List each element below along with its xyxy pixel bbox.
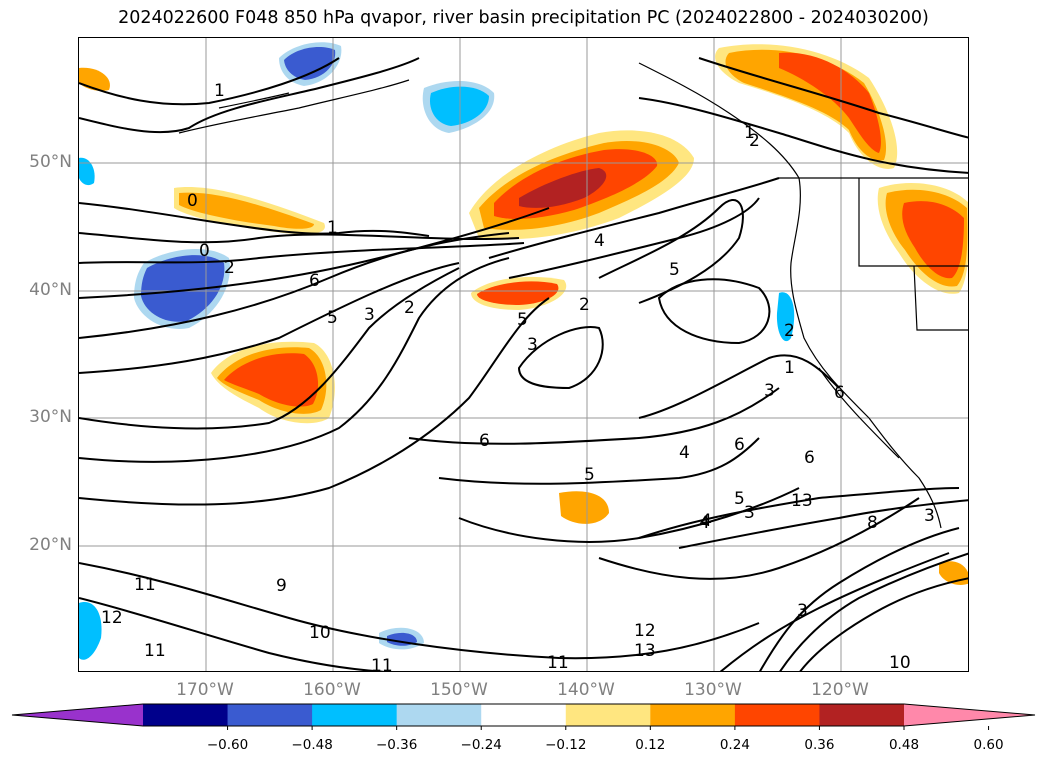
lon-label-130w: 130°W — [684, 680, 742, 700]
contour-label: 1 — [784, 358, 795, 378]
colorbar-cell — [819, 704, 905, 726]
shading-layer — [79, 42, 968, 660]
contour-label: 3 — [924, 506, 935, 526]
colorbar-tick-label: −0.24 — [460, 737, 502, 753]
colorbar-cell — [396, 704, 482, 726]
lon-label-120w: 120°W — [811, 680, 869, 700]
contour-label: 3 — [527, 335, 538, 355]
contour-label: 10 — [889, 653, 911, 672]
colorbar — [11, 703, 1036, 730]
lon-label-150w: 150°W — [430, 680, 488, 700]
coastline — [178, 62, 968, 529]
colorbar-cell — [143, 704, 229, 726]
qvapor-contours — [79, 57, 968, 671]
colorbar-cell — [481, 704, 567, 726]
contour-label: 12 — [634, 621, 656, 641]
lat-label-30n: 30°N — [29, 407, 72, 427]
colorbar-cell — [565, 704, 651, 726]
map-title: 2024022600 F048 850 hPa qvapor, river ba… — [118, 8, 929, 28]
colorbar-tick-label: −0.60 — [206, 737, 249, 753]
lat-label-40n: 40°N — [29, 280, 72, 300]
contour-label: 2 — [579, 295, 590, 315]
map-canvas: 0 1 0 1 2 4 5 4 2 6 1 2 5 3 2 5 3 6 1 3 … — [79, 38, 968, 672]
contour-label: 4 — [699, 513, 710, 533]
colorbar-tick-label: 0.36 — [804, 737, 835, 753]
contour-label: 1 — [744, 123, 755, 143]
colorbar-tick-label: 0.12 — [635, 737, 666, 753]
contour-label: 2 — [749, 131, 760, 151]
contour-label: 4 — [679, 443, 690, 463]
contour-label: 6 — [834, 383, 845, 403]
contour-label: 6 — [804, 448, 815, 468]
contour-label: 2 — [224, 258, 235, 278]
contour-label: 11 — [371, 656, 393, 672]
contour-label: 11 — [134, 575, 156, 595]
contour-label: 4 — [701, 511, 712, 531]
contour-label: 2 — [404, 298, 415, 318]
contour-label: 1 — [327, 218, 338, 238]
contour-label: 3 — [797, 601, 808, 621]
colorbar-tick-label: −0.12 — [545, 737, 587, 753]
lat-label-20n: 20°N — [29, 535, 72, 555]
contour-label: 5 — [327, 308, 338, 328]
colorbar-tick-label: −0.36 — [375, 737, 418, 753]
lon-label-170w: 170°W — [176, 680, 234, 700]
contour-label: 4 — [594, 231, 605, 251]
contour-label: 12 — [101, 608, 123, 628]
lon-label-140w: 140°W — [557, 680, 615, 700]
map-panel: 0 1 0 1 2 4 5 4 2 6 1 2 5 3 2 5 3 6 1 3 … — [78, 37, 969, 672]
colorbar-cell — [650, 704, 736, 726]
colorbar-extend-high — [904, 704, 1035, 726]
contour-label: 11 — [144, 641, 166, 661]
contour-label: 5 — [517, 310, 528, 330]
lon-label-160w: 160°W — [303, 680, 361, 700]
contour-label: 0 — [199, 241, 210, 261]
contour-label: 10 — [309, 623, 331, 643]
contour-label: 11 — [547, 653, 569, 672]
colorbar-cell — [227, 704, 313, 726]
colorbar-extend-low — [12, 704, 143, 726]
contour-label: 5 — [584, 465, 595, 485]
colorbar-cell — [734, 704, 820, 726]
contour-label: 1 — [214, 81, 225, 101]
colorbar-tick-label: 0.48 — [888, 737, 920, 753]
contour-label-layer: 0 1 0 1 2 4 5 4 2 6 1 2 5 3 2 5 3 6 1 3 … — [101, 81, 935, 672]
lat-label-50n: 50°N — [29, 152, 72, 172]
contour-label: 9 — [276, 576, 287, 596]
contour-label: 2 — [784, 321, 795, 341]
contour-label: 13 — [791, 491, 813, 511]
contour-label: 3 — [744, 503, 755, 523]
colorbar-tick-label: 0.24 — [719, 737, 750, 753]
contour-label: 5 — [669, 260, 680, 280]
colorbar-tick-label: 0.60 — [973, 737, 1004, 753]
contour-label: 0 — [187, 191, 198, 211]
colorbar-tick-label: −0.48 — [291, 737, 333, 753]
colorbar-cell — [312, 704, 398, 726]
contour-label: 5 — [734, 489, 745, 509]
colorbar-cells — [12, 704, 1035, 730]
contour-label: 8 — [867, 513, 878, 533]
graticule — [79, 38, 968, 671]
contour-label: 6 — [734, 435, 745, 455]
contour-label: 3 — [764, 381, 775, 401]
contour-label: 13 — [634, 641, 656, 661]
contour-label: 3 — [364, 305, 375, 325]
contour-label: 6 — [309, 271, 320, 291]
contour-label: 6 — [479, 431, 490, 451]
